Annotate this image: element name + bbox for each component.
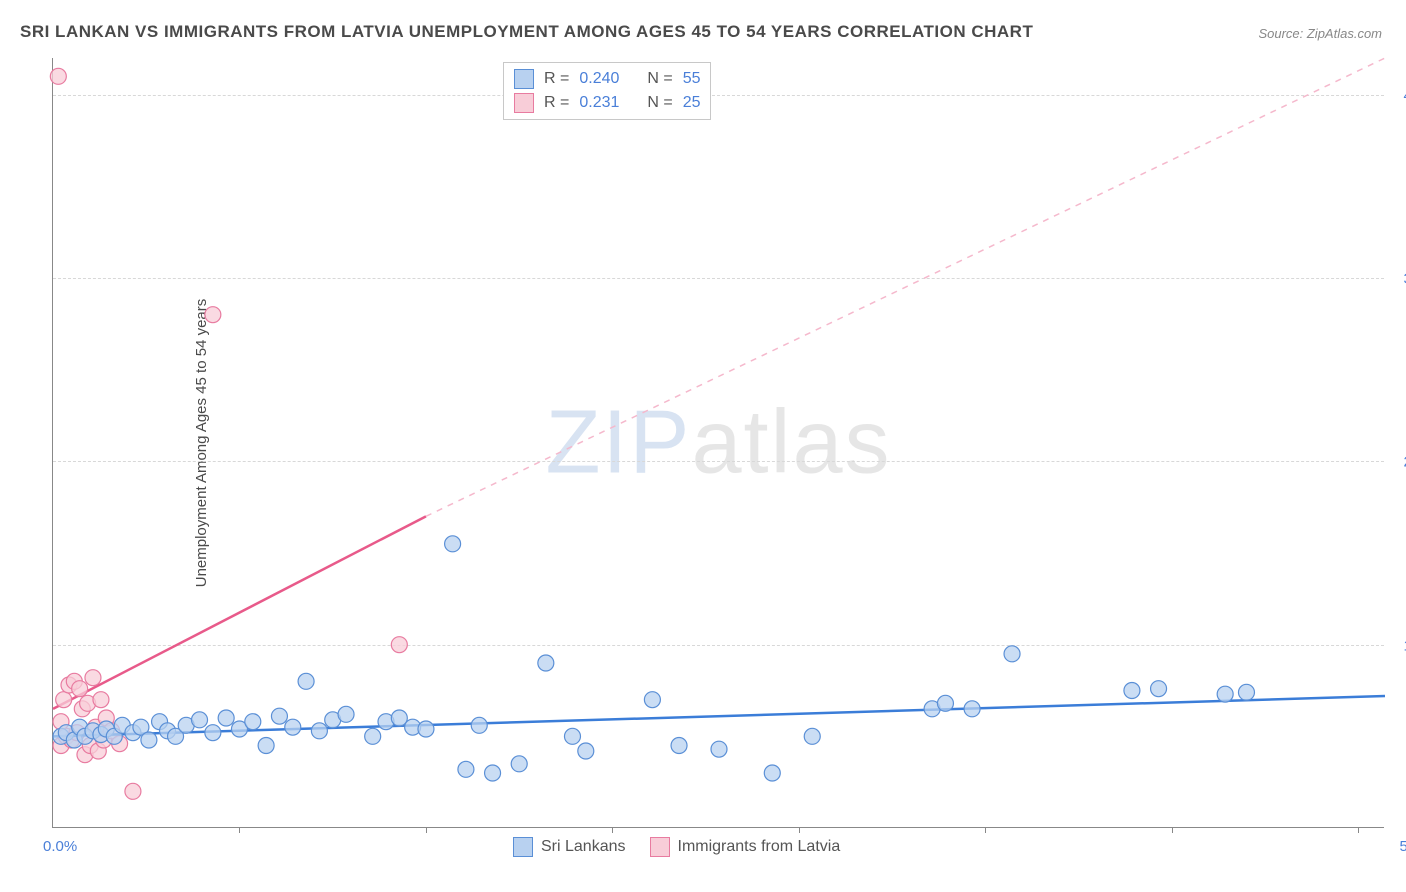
data-point (311, 723, 327, 739)
x-tick (985, 827, 986, 833)
r-label: R = (544, 94, 569, 112)
data-point (205, 725, 221, 741)
bottom-legend: Sri Lankans Immigrants from Latvia (513, 837, 840, 857)
x-origin-label: 0.0% (43, 838, 77, 855)
data-point (578, 743, 594, 759)
x-tick (1172, 827, 1173, 833)
data-point (471, 717, 487, 733)
x-tick (426, 827, 427, 833)
stats-legend-box: R = 0.240 N = 55 R = 0.231 N = 25 (503, 62, 711, 120)
data-point (1004, 646, 1020, 662)
plot-area: Unemployment Among Ages 45 to 54 years Z… (52, 58, 1384, 828)
data-point (1124, 683, 1140, 699)
data-point (50, 68, 66, 84)
legend-swatch-1 (650, 837, 670, 857)
data-point (245, 714, 261, 730)
legend-item-1: Immigrants from Latvia (650, 837, 841, 857)
data-point (1238, 684, 1254, 700)
data-point (391, 637, 407, 653)
data-point (192, 712, 208, 728)
data-point (85, 670, 101, 686)
data-point (205, 307, 221, 323)
data-point (711, 741, 727, 757)
data-point (1151, 681, 1167, 697)
x-max-label: 50.0% (1399, 838, 1406, 855)
x-tick (612, 827, 613, 833)
data-point (511, 756, 527, 772)
n-value-1: 25 (683, 94, 701, 112)
data-point (937, 695, 953, 711)
r-label: R = (544, 70, 569, 88)
data-point (125, 783, 141, 799)
data-point (56, 692, 72, 708)
data-point (218, 710, 234, 726)
data-point (365, 728, 381, 744)
swatch-series-0 (514, 69, 534, 89)
scatter-svg (53, 58, 1384, 827)
data-point (964, 701, 980, 717)
trendline-dash-1 (426, 58, 1385, 516)
data-point (141, 732, 157, 748)
data-point (285, 719, 301, 735)
data-point (418, 721, 434, 737)
x-tick (1358, 827, 1359, 833)
data-point (338, 706, 354, 722)
source-attribution: Source: ZipAtlas.com (1258, 26, 1382, 41)
x-tick (239, 827, 240, 833)
data-point (298, 673, 314, 689)
legend-label-0: Sri Lankans (541, 838, 626, 856)
legend-label-1: Immigrants from Latvia (678, 838, 841, 856)
data-point (564, 728, 580, 744)
data-point (1217, 686, 1233, 702)
data-point (644, 692, 660, 708)
r-value-1: 0.231 (579, 94, 629, 112)
data-point (445, 536, 461, 552)
legend-swatch-0 (513, 837, 533, 857)
stats-row-series-0: R = 0.240 N = 55 (514, 67, 700, 91)
data-point (764, 765, 780, 781)
n-label: N = (647, 70, 672, 88)
n-label: N = (647, 94, 672, 112)
stats-row-series-1: R = 0.231 N = 25 (514, 91, 700, 115)
data-point (458, 761, 474, 777)
trendline-solid-1 (53, 516, 426, 708)
data-point (258, 738, 274, 754)
data-point (72, 681, 88, 697)
data-point (271, 708, 287, 724)
data-point (538, 655, 554, 671)
data-point (671, 738, 687, 754)
legend-item-0: Sri Lankans (513, 837, 626, 857)
r-value-0: 0.240 (579, 70, 629, 88)
data-point (93, 692, 109, 708)
n-value-0: 55 (683, 70, 701, 88)
swatch-series-1 (514, 93, 534, 113)
x-tick (799, 827, 800, 833)
chart-title: SRI LANKAN VS IMMIGRANTS FROM LATVIA UNE… (20, 22, 1033, 42)
data-point (804, 728, 820, 744)
data-point (485, 765, 501, 781)
